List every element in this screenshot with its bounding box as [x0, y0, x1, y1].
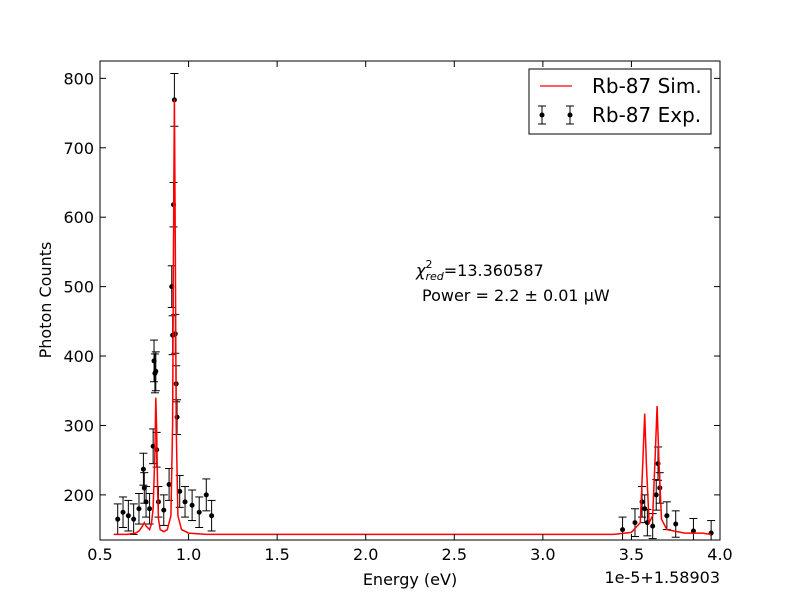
chi-symbol: χ [415, 261, 426, 280]
exp-marker [182, 499, 188, 505]
exp-data-point [165, 467, 174, 501]
exp-marker [125, 513, 131, 519]
exp-marker [147, 506, 153, 512]
exp-marker [650, 523, 656, 529]
exp-marker [632, 520, 638, 526]
chi-annotation: χ2 red=13.360587 [415, 258, 544, 283]
exp-data-point [129, 503, 138, 535]
y-tick-label: 700 [63, 139, 94, 158]
exp-data-point [124, 499, 133, 532]
x-axis-label: Energy (eV) [363, 570, 457, 589]
exp-marker [653, 492, 659, 498]
exp-data-point [181, 486, 190, 518]
chi-value: =13.360587 [444, 261, 544, 280]
exp-data-point [145, 492, 154, 525]
exp-marker [136, 506, 142, 512]
exp-marker [174, 414, 180, 420]
exp-marker [115, 516, 121, 522]
legend-exp-marker [538, 105, 574, 125]
exp-marker [131, 516, 137, 522]
exp-data-point [207, 499, 216, 532]
exp-data-point [134, 492, 143, 525]
exp-data-point [188, 489, 197, 522]
exp-data-point [139, 452, 148, 486]
chi-superscript: 2 [425, 258, 432, 271]
y-tick-label: 200 [63, 486, 94, 505]
legend-exp-label: Rb-87 Exp. [592, 103, 701, 127]
y-tick-label: 400 [63, 347, 94, 366]
exp-marker [690, 528, 696, 534]
plot-frame [99, 60, 721, 541]
exp-data-point [142, 486, 151, 518]
exp-marker [166, 481, 172, 487]
y-axis-label: Photon Counts [36, 242, 55, 359]
exp-marker [673, 521, 679, 527]
exp-marker [203, 492, 209, 498]
exp-data-point [151, 351, 160, 392]
y-tick-label: 500 [63, 278, 94, 297]
x-tick-label: 2.5 [442, 545, 467, 564]
legend-box [528, 68, 712, 135]
x-tick-label: 2.0 [353, 545, 378, 564]
exp-data-point [119, 496, 128, 529]
x-tick-label: 1.0 [176, 545, 201, 564]
legend: Rb-87 Sim. Rb-87 Exp. [528, 68, 712, 135]
exp-data-point [195, 496, 204, 529]
exp-marker [189, 502, 195, 508]
x-tick-label: 3.5 [619, 545, 644, 564]
exp-marker [177, 488, 183, 494]
exp-marker [209, 513, 215, 519]
exp-marker [143, 499, 149, 505]
x-tick-label: 1.5 [264, 545, 289, 564]
sim-series-line [114, 99, 712, 536]
y-tick-label: 800 [63, 69, 94, 88]
exp-data-point [671, 510, 680, 538]
exp-data-point [202, 478, 211, 512]
y-tick-label: 600 [63, 208, 94, 227]
exp-data-point [648, 513, 657, 540]
exp-marker [639, 499, 645, 505]
exp-marker [664, 513, 670, 519]
y-tick-label: 300 [63, 416, 94, 435]
exp-marker [140, 466, 146, 472]
plot-area [113, 72, 716, 541]
exp-marker [620, 527, 626, 533]
exp-marker [642, 506, 648, 512]
exp-marker [120, 509, 126, 515]
x-axis-offset-label: 1e-5+1.58903 [604, 568, 720, 587]
exp-marker [161, 507, 167, 513]
legend-sim-label: Rb-87 Sim. [592, 74, 702, 98]
x-tick-label: 0.5 [87, 545, 112, 564]
axis-ticks: 0.5 1.0 1.5 2.0 2.5 3.0 3.5 4.0 200 300 400 500 600 7… [63, 61, 733, 564]
chi-subscript: red [425, 270, 444, 283]
exp-data-point [630, 508, 639, 538]
exp-data-point [159, 494, 168, 526]
exp-marker [196, 509, 202, 515]
x-tick-label: 3.0 [530, 545, 555, 564]
power-annotation: Power = 2.2 ± 0.01 μW [422, 286, 610, 305]
x-tick-label: 4.0 [707, 545, 732, 564]
exp-marker [153, 368, 159, 374]
